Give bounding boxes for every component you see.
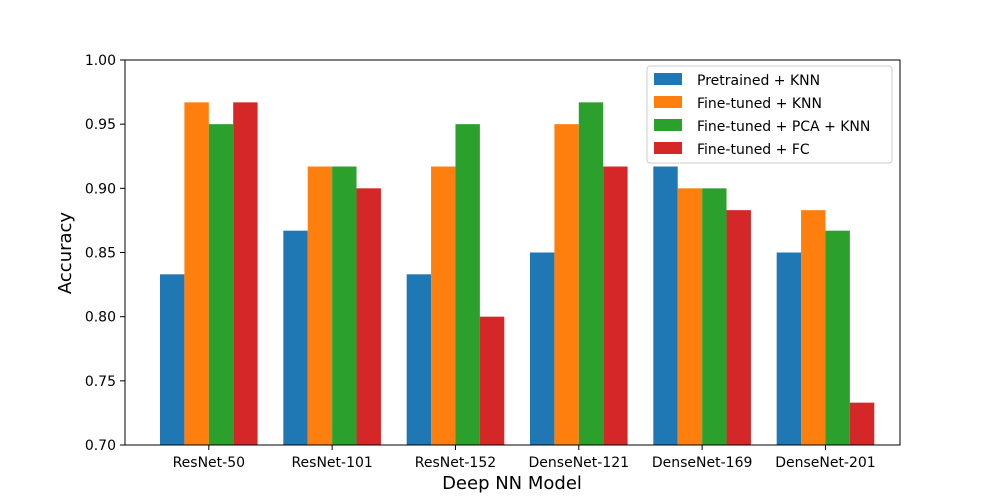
bars-layer — [160, 102, 875, 446]
bar-1-0 — [184, 102, 209, 445]
legend-swatch — [654, 96, 682, 108]
y-tick-label: 0.90 — [85, 181, 116, 197]
bar-2-5 — [825, 230, 850, 445]
bar-1-5 — [801, 210, 826, 445]
x-tick-label: ResNet-152 — [415, 455, 496, 471]
bar-0-2 — [406, 274, 432, 445]
x-tick-label: DenseNet-121 — [529, 455, 630, 471]
bar-2-1 — [332, 166, 357, 445]
legend-label: Fine-tuned + FC — [697, 142, 810, 158]
bar-1-2 — [431, 166, 456, 445]
bar-2-0 — [208, 124, 234, 446]
legend-swatch — [654, 142, 682, 154]
legend-label: Fine-tuned + PCA + KNN — [697, 119, 870, 135]
bar-0-3 — [530, 252, 555, 445]
x-axis: ResNet-50 ResNet-101 ResNet-152 DenseNet-12… — [173, 445, 876, 471]
y-tick-label: 0.95 — [85, 117, 116, 133]
y-axis-label: Accuracy — [55, 212, 76, 295]
bar-3-1 — [356, 188, 381, 445]
bar-2-2 — [455, 124, 480, 446]
legend: Pretrained + KNN Fine-tuned + KNN Fine-tun… — [646, 65, 893, 164]
bar-0-0 — [160, 274, 185, 445]
legend-label: Pretrained + KNN — [697, 73, 820, 89]
y-axis: 0.70 0.75 0.80 0.85 0.90 0.95 1.00 — [85, 53, 125, 454]
x-tick-label: DenseNet-201 — [775, 455, 876, 471]
x-tick-label: ResNet-101 — [291, 455, 372, 471]
x-axis-label: Deep NN Model — [442, 473, 582, 494]
y-tick-label: 0.75 — [85, 374, 116, 390]
bar-0-1 — [283, 230, 308, 445]
legend-swatch — [654, 119, 682, 131]
bar-3-0 — [233, 102, 258, 445]
bar-1-4 — [677, 188, 703, 445]
legend-box — [646, 65, 893, 164]
bar-0-4 — [653, 166, 678, 445]
y-tick-label: 0.85 — [85, 246, 116, 262]
bar-0-5 — [776, 252, 802, 445]
bar-3-3 — [603, 166, 628, 445]
y-tick-label: 0.80 — [85, 310, 116, 326]
y-tick-label: 0.70 — [85, 438, 116, 454]
x-tick-label: ResNet-50 — [173, 455, 245, 471]
x-tick-label: DenseNet-169 — [652, 455, 753, 471]
bar-2-3 — [578, 102, 604, 445]
bar-1-3 — [554, 124, 579, 446]
bar-3-4 — [726, 210, 751, 445]
bar-3-5 — [849, 402, 875, 445]
bar-3-2 — [479, 316, 505, 445]
legend-swatch — [654, 73, 682, 85]
bar-1-1 — [307, 166, 333, 445]
y-tick-label: 1.00 — [85, 53, 116, 69]
legend-label: Fine-tuned + KNN — [697, 96, 822, 112]
bar-2-4 — [702, 188, 727, 445]
